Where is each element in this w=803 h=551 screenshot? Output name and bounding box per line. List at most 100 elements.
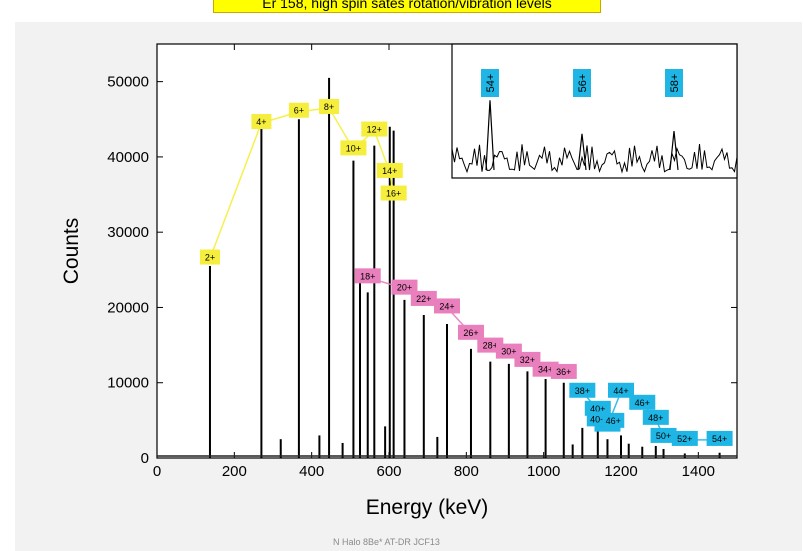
y-tick-label: 10000 xyxy=(107,375,149,392)
label-box xyxy=(608,382,634,398)
inset-plot: 54+ 56+ 58+ xyxy=(451,43,738,179)
cyan-band-label: 48+ xyxy=(642,409,669,425)
x-axis-label: Energy (keV) xyxy=(366,496,489,519)
pink-band-label: 20+ xyxy=(391,279,418,295)
label-text: 32+ xyxy=(520,355,535,365)
inset-peak xyxy=(577,133,587,171)
pink-band-label: 26+ xyxy=(457,324,484,340)
label-box xyxy=(354,268,381,284)
cyan-band-label: 38+ xyxy=(569,382,596,398)
yrast-band-label: 14+ xyxy=(376,162,403,178)
label-box xyxy=(340,140,367,156)
yrast-band-label: 16+ xyxy=(380,185,407,201)
label-text: 20+ xyxy=(397,283,412,293)
label-text: 46+ xyxy=(635,398,650,408)
inset-frame xyxy=(451,43,738,179)
label-text: 54+ xyxy=(485,74,497,93)
label-box xyxy=(706,430,733,446)
label-box xyxy=(602,412,625,428)
label-text: 10+ xyxy=(346,143,361,153)
label-box xyxy=(319,98,340,114)
yrast-band-label: 10+ xyxy=(340,140,367,156)
x-tick-label: 800 xyxy=(454,463,479,480)
x-tick-label: 400 xyxy=(299,463,324,480)
label-box xyxy=(671,430,698,446)
y-tick-label: 50000 xyxy=(107,74,149,91)
inset-noise xyxy=(451,143,738,174)
label-box xyxy=(550,363,577,379)
banner-text: Er 158, high spin sates rotation/vibrati… xyxy=(262,0,552,11)
yrast-band-label: 2+ xyxy=(199,249,220,265)
label-text: 12+ xyxy=(367,125,382,135)
y-tick-label: 0 xyxy=(141,450,149,467)
label-text: 16+ xyxy=(386,189,401,199)
pink-band-label: 36+ xyxy=(550,363,577,379)
x-tick-label: 200 xyxy=(222,463,247,480)
inset-label: 58+ xyxy=(665,69,683,97)
yrast-band-label: 6+ xyxy=(288,102,309,118)
label-box xyxy=(629,394,656,410)
label-text: 52+ xyxy=(677,434,692,444)
yrast-band-label: 12+ xyxy=(361,121,388,137)
label-box xyxy=(251,114,272,130)
label-text: 48+ xyxy=(648,413,663,423)
label-text: 50+ xyxy=(656,431,671,441)
inset-label: 56+ xyxy=(573,69,591,97)
label-box xyxy=(573,69,591,97)
label-box xyxy=(199,249,220,265)
label-box xyxy=(288,102,309,118)
spin-labels: 2+ 4+ 6+ 8+ 10+ 12+ 14+ 16+ 18+ 20+ 22+ 24+ 26+ 28+30… xyxy=(199,98,733,446)
label-text: 34+ xyxy=(538,365,553,375)
label-text: 14+ xyxy=(382,166,397,176)
label-box xyxy=(457,324,484,340)
peak-bars xyxy=(157,77,737,458)
cyan-band-label: 54+ xyxy=(706,430,733,446)
yrast-band-label: 4+ xyxy=(251,114,272,130)
label-text: 54+ xyxy=(712,434,727,444)
inset-peak xyxy=(485,100,495,171)
label-text: 40+ xyxy=(590,404,605,414)
label-text: 28+ xyxy=(483,341,498,351)
label-box xyxy=(376,162,403,178)
y-axis-label: Counts xyxy=(60,218,83,285)
inset-peak xyxy=(669,131,679,171)
label-box xyxy=(410,290,437,306)
x-tick-label: 1400 xyxy=(682,463,715,480)
cyan-band-label: 46+ xyxy=(629,394,656,410)
label-text: 56+ xyxy=(577,74,589,93)
cyan-band-label: 52+ xyxy=(671,430,698,446)
yrast-band-label: 8+ xyxy=(319,98,340,114)
cyan-band-label: 44+ xyxy=(608,382,634,398)
label-text: 40+ xyxy=(590,414,605,424)
label-text: 6+ xyxy=(294,106,304,116)
x-tick-label: 600 xyxy=(376,463,401,480)
cyan-band-label: 46+ xyxy=(602,412,625,428)
label-text: 36+ xyxy=(556,367,571,377)
label-box xyxy=(380,185,407,201)
label-box xyxy=(361,121,388,137)
inset-label: 54+ xyxy=(481,69,499,97)
label-text: 8+ xyxy=(324,102,334,112)
cyan-band-label: 50+ xyxy=(650,427,677,443)
label-text: 58+ xyxy=(669,74,681,93)
label-box xyxy=(481,69,499,97)
label-text: 44+ xyxy=(613,386,628,396)
pink-band-label: 18+ xyxy=(354,268,381,284)
footer-text: N Halo 8Be* AT-DR JCF13 xyxy=(333,537,440,547)
label-text: 24+ xyxy=(439,301,454,311)
label-box xyxy=(391,279,418,295)
label-box xyxy=(642,409,669,425)
pink-band-label: 22+ xyxy=(410,290,437,306)
label-box xyxy=(434,298,460,314)
pink-band-label: 24+ xyxy=(434,298,460,314)
y-tick-label: 30000 xyxy=(107,224,149,241)
y-tick-label: 40000 xyxy=(107,149,149,166)
label-text: 38+ xyxy=(575,386,590,396)
x-tick-label: 0 xyxy=(153,463,161,480)
label-text: 18+ xyxy=(360,271,375,281)
label-text: 2+ xyxy=(205,253,215,263)
x-tick-label: 1000 xyxy=(527,463,560,480)
slide-banner: Er 158, high spin sates rotation/vibrati… xyxy=(213,0,601,13)
label-box xyxy=(569,382,596,398)
